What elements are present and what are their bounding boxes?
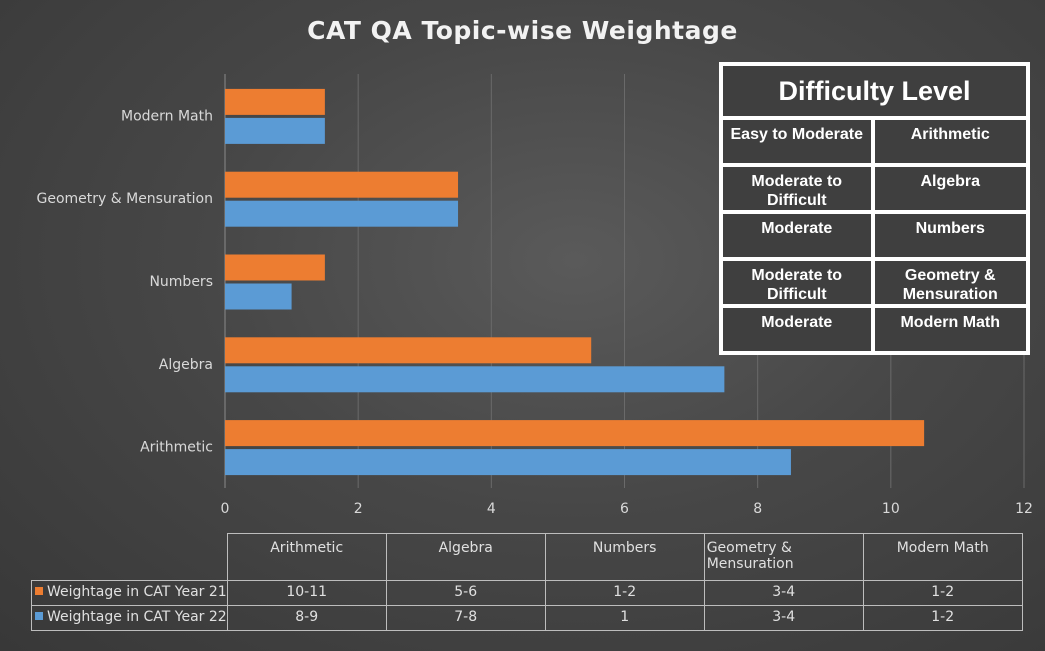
difficulty-level-cell: Easy to Moderate	[723, 120, 875, 163]
data-table-cell: 3-4	[703, 580, 864, 606]
difficulty-level-cell: Moderate	[723, 308, 875, 355]
data-table-cell: 3-4	[703, 605, 864, 631]
data-table-header: Algebra	[385, 533, 546, 581]
data-table-header: Modern Math	[862, 533, 1023, 581]
difficulty-topic-cell: Numbers	[915, 220, 985, 237]
bar-year21	[225, 171, 459, 198]
data-table-cell: 8-9	[226, 605, 387, 631]
difficulty-level-cell: Moderate to Difficult	[723, 167, 875, 210]
data-table-cell: 1-2	[862, 605, 1023, 631]
difficulty-topic-cell: Geometry & Mensuration	[902, 267, 998, 303]
data-table-row: Weightage in CAT Year 21 10-11 5-6 1-2 3…	[31, 580, 1023, 606]
data-table-cell: 1-2	[544, 580, 705, 606]
y-tick-label: Algebra	[159, 357, 213, 373]
x-tick-label: 2	[354, 501, 363, 517]
difficulty-topic-cell: Arithmetic	[910, 126, 990, 143]
legend-label: Weightage in CAT Year 21	[47, 584, 227, 600]
bar-year22	[225, 449, 791, 476]
x-tick-label: 10	[882, 501, 900, 517]
difficulty-row: Moderate Numbers	[723, 214, 1026, 261]
difficulty-row: Moderate to Difficult Geometry & Mensura…	[723, 261, 1026, 308]
difficulty-row: Moderate Modern Math	[723, 308, 1026, 355]
difficulty-topic-cell: Modern Math	[900, 314, 1001, 331]
y-tick-label: Modern Math	[121, 108, 213, 124]
data-table-cell: 7-8	[385, 605, 546, 631]
x-tick-label: 8	[753, 501, 762, 517]
y-tick-label: Numbers	[149, 274, 213, 290]
data-table-header: Arithmetic	[226, 533, 387, 581]
bar-year21	[225, 88, 325, 115]
data-table-cell: 1	[544, 605, 705, 631]
bar-year22	[225, 200, 459, 227]
chart-data-table: Arithmetic Algebra Numbers Geometry & Me…	[31, 533, 1023, 631]
y-tick-label: Arithmetic	[140, 440, 213, 456]
difficulty-level-cell: Moderate to Difficult	[723, 261, 875, 304]
data-table-header: Geometry & Mensuration	[703, 533, 864, 581]
difficulty-level-title: Difficulty Level	[723, 66, 1026, 120]
bar-year22	[225, 283, 292, 310]
x-tick-label: 4	[487, 501, 496, 517]
data-table-cell: 10-11	[226, 580, 387, 606]
difficulty-row: Easy to Moderate Arithmetic	[723, 120, 1026, 167]
x-tick-label: 0	[221, 501, 230, 517]
difficulty-row: Moderate to Difficult Algebra	[723, 167, 1026, 214]
y-tick-label: Geometry & Mensuration	[36, 191, 213, 207]
difficulty-level-cell: Moderate	[723, 214, 875, 257]
x-tick-label: 12	[1015, 501, 1033, 517]
legend-label: Weightage in CAT Year 22	[47, 609, 227, 625]
data-table-cell: 1-2	[862, 580, 1023, 606]
bar-year22	[225, 117, 325, 144]
data-table-corner	[31, 533, 228, 581]
chart-title: CAT QA Topic-wise Weightage	[307, 16, 738, 45]
data-table-cell: 5-6	[385, 580, 546, 606]
legend-entry-year21: Weightage in CAT Year 21	[31, 580, 228, 606]
bar-year21	[225, 337, 592, 364]
bar-year22	[225, 366, 725, 393]
data-table-header-row: Arithmetic Algebra Numbers Geometry & Me…	[31, 533, 1023, 581]
legend-entry-year22: Weightage in CAT Year 22	[31, 605, 228, 631]
bar-year21	[225, 254, 325, 281]
data-table-header: Numbers	[544, 533, 705, 581]
bar-year21	[225, 420, 925, 447]
data-table-row: Weightage in CAT Year 22 8-9 7-8 1 3-4 1…	[31, 605, 1023, 631]
x-tick-label: 6	[620, 501, 629, 517]
difficulty-topic-cell: Algebra	[920, 173, 981, 190]
difficulty-level-table: Difficulty Level Easy to Moderate Arithm…	[719, 62, 1030, 355]
legend-swatch-orange	[35, 587, 43, 595]
legend-swatch-blue	[35, 612, 43, 620]
